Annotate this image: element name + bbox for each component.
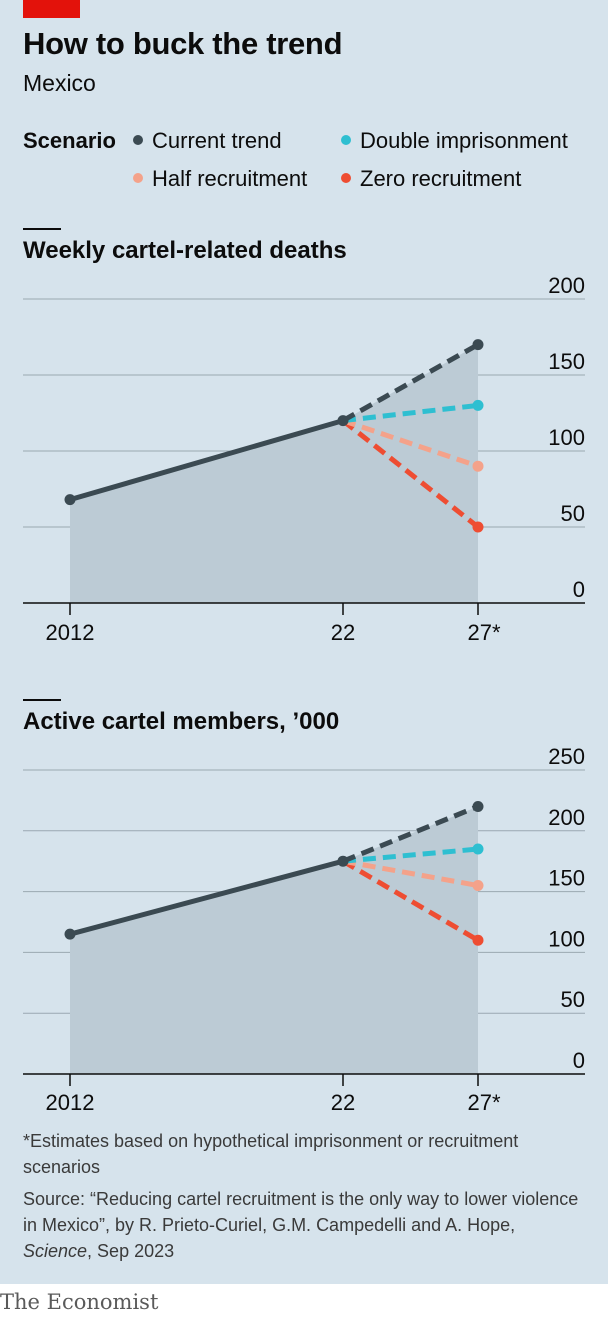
data-point-current-trend — [64, 928, 76, 940]
data-point-half-recruitment — [472, 880, 484, 892]
legend-item-half-recruitment: Half recruitment — [133, 166, 307, 192]
series-line-current-trend — [342, 804, 479, 864]
legend-label: Half recruitment — [152, 166, 308, 191]
chart-panel: How to buck the trend Mexico Scenario Cu… — [0, 0, 608, 1284]
source-prefix: Source: “Reducing cartel recruitment is … — [23, 1189, 579, 1235]
y-tick-label: 50 — [561, 501, 585, 526]
legend-dot-current-trend — [133, 135, 143, 146]
series-line-current-trend — [69, 418, 344, 503]
data-point-current-trend — [472, 339, 484, 351]
data-point-double-imprisonment — [472, 399, 484, 411]
y-tick-label: 0 — [573, 577, 585, 602]
trend-area — [70, 344, 478, 603]
chart-active-members: 0 50 100 150 200 250 2012 22 27* — [23, 744, 585, 1115]
page-title: How to buck the trend — [23, 26, 343, 61]
y-tick-label: 200 — [548, 805, 585, 830]
data-point-current-trend — [337, 415, 349, 427]
legend-dot-double-imprisonment — [341, 135, 351, 146]
y-tick-label: 150 — [548, 349, 585, 374]
legend-dot-half-recruitment — [133, 173, 143, 184]
chart-2-rule — [23, 699, 61, 701]
footnote: *Estimates based on hypothetical impriso… — [23, 1131, 519, 1177]
y-tick-label: 250 — [548, 744, 585, 769]
data-point-half-recruitment — [472, 460, 484, 472]
trend-area — [70, 806, 478, 1074]
series-line-half-recruitment — [342, 858, 479, 888]
legend-label: Zero recruitment — [360, 166, 522, 191]
chart-1-rule — [23, 228, 61, 230]
y-tick-label: 100 — [548, 425, 585, 450]
chart-weekly-deaths: 0 50 100 150 200 2012 22 27* — [23, 273, 585, 645]
y-tick-label: 50 — [561, 987, 585, 1012]
x-tick-label: 22 — [331, 620, 355, 645]
data-point-current-trend — [64, 494, 76, 506]
legend-dot-zero-recruitment — [341, 173, 351, 184]
x-tick-label: 2012 — [46, 620, 95, 645]
data-point-current-trend — [337, 855, 349, 867]
legend-title: Scenario — [23, 128, 116, 153]
brand-wordmark: The Economist — [0, 1290, 159, 1314]
data-point-zero-recruitment — [472, 521, 484, 533]
chart-2-title: Active cartel members, ’000 — [23, 708, 340, 735]
series-line-current-trend — [341, 342, 480, 423]
series-line-double-imprisonment — [342, 846, 479, 864]
source-note: Source: “Reducing cartel recruitment is … — [23, 1186, 583, 1264]
series-line-half-recruitment — [342, 418, 479, 469]
legend-item-double-imprisonment: Double imprisonment — [341, 128, 568, 154]
x-tick-label: 27* — [467, 620, 500, 645]
series-line-zero-recruitment — [341, 418, 480, 529]
data-point-zero-recruitment — [472, 934, 484, 946]
legend-item-zero-recruitment: Zero recruitment — [341, 166, 521, 192]
y-tick-label: 100 — [548, 926, 585, 951]
page-subtitle: Mexico — [23, 70, 96, 96]
y-tick-label: 150 — [548, 866, 585, 891]
legend-label: Double imprisonment — [360, 128, 568, 153]
source-journal: Science — [23, 1241, 88, 1261]
x-tick-label: 22 — [331, 1090, 355, 1115]
source-suffix: , Sep 2023 — [87, 1241, 175, 1261]
y-tick-label: 0 — [573, 1048, 585, 1073]
series-line-double-imprisonment — [342, 402, 479, 424]
brand-tag — [23, 0, 80, 18]
legend-item-current-trend: Current trend — [133, 128, 282, 154]
series-line-zero-recruitment — [341, 859, 480, 943]
series-line-current-trend — [69, 858, 344, 937]
data-point-double-imprisonment — [472, 843, 484, 855]
y-tick-label: 200 — [548, 273, 585, 298]
legend-label: Current trend — [152, 128, 282, 153]
data-point-current-trend — [472, 800, 484, 812]
x-tick-label: 27* — [467, 1090, 500, 1115]
x-tick-label: 2012 — [46, 1090, 95, 1115]
chart-1-title: Weekly cartel-related deaths — [23, 237, 347, 264]
